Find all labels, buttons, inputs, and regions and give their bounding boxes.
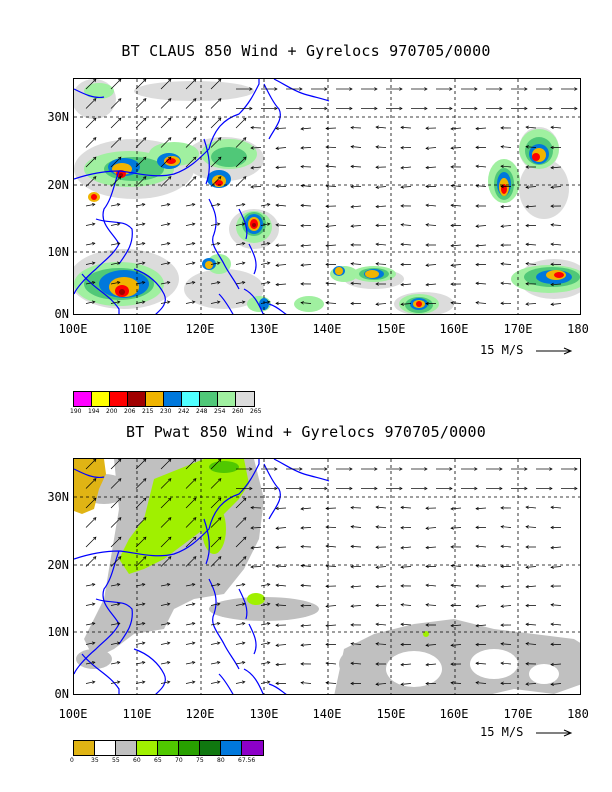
colorbar-tick-label: 200 [106,408,118,415]
panel2-lat-label-10n: 10N [47,625,69,639]
panel2-lon-label-120e: 120E [185,707,215,721]
panel1-colorbar [73,391,255,407]
panel1-lon-label-160e: 160E [439,322,469,336]
colorbar-swatch [74,741,95,755]
panel2-map-svg [74,459,580,694]
panel1-map-svg [74,79,580,314]
panel1-lon-label-180: 180 [567,322,589,336]
colorbar-swatch [242,741,263,755]
colorbar-swatch [182,392,200,406]
colorbar-swatch [200,392,218,406]
colorbar-swatch [116,741,137,755]
panel1-reference-vector-label: 15 M/S [480,343,524,357]
panel2-wind-vectors [85,459,578,686]
colorbar-swatch [164,392,182,406]
panel1-lon-label-110e: 110E [122,322,152,336]
colorbar-tick-label: 67.56 [238,757,256,764]
panel1-lat-label-0n: 0N [54,307,69,321]
panel2-green-field [209,461,239,473]
panel2-lightgreen-field [119,459,429,637]
colorbar-swatch [236,392,254,406]
colorbar-tick-label: 230 [160,408,172,415]
colorbar-tick-label: 60 [133,757,141,764]
panel1-lat-label-20n: 20N [47,178,69,192]
colorbar-tick-label: 55 [112,757,120,764]
colorbar-tick-label: 194 [88,408,100,415]
colorbar-tick-label: 80 [217,757,225,764]
panel1-lat-label-30n: 30N [47,110,69,124]
panel1-title: BT CLAUS 850 Wind + Gyrelocs 970705/0000 [121,42,491,60]
panel2-colorbar [73,740,264,756]
panel1-lat-label-10n: 10N [47,245,69,259]
panel2-lat-label-0n: 0N [54,687,69,701]
colorbar-tick-label: 65 [154,757,162,764]
panel2-lat-label-20n: 20N [47,558,69,572]
panel2-clear-holes [386,649,559,687]
panel2-lon-label-110e: 110E [122,707,152,721]
colorbar-swatch [74,392,92,406]
colorbar-tick-label: 190 [70,408,82,415]
colorbar-tick-label: 206 [124,408,136,415]
panel2-lon-label-160e: 160E [439,707,469,721]
colorbar-swatch [128,392,146,406]
colorbar-tick-label: 248 [196,408,208,415]
colorbar-tick-label: 35 [91,757,99,764]
colorbar-swatch [110,392,128,406]
colorbar-swatch [221,741,242,755]
panel2-lon-label-150e: 150E [376,707,406,721]
colorbar-tick-label: 215 [142,408,154,415]
colorbar-swatch [179,741,200,755]
panel1-lon-label-170e: 170E [503,322,533,336]
panel2-lon-label-170e: 170E [503,707,533,721]
panel1-lon-label-100e: 100E [58,322,88,336]
colorbar-swatch [218,392,236,406]
colorbar-tick-label: 242 [178,408,190,415]
panel2-lat-label-30n: 30N [47,490,69,504]
panel1-reference-vector-arrow-icon [536,347,573,355]
colorbar-tick-label: 254 [214,408,226,415]
colorbar-tick-label: 260 [232,408,244,415]
panel1-lon-label-130e: 130E [249,322,279,336]
panel2-reference-vector-label: 15 M/S [480,725,524,739]
panel1-lon-label-150e: 150E [376,322,406,336]
colorbar-swatch [200,741,221,755]
colorbar-swatch [92,392,110,406]
colorbar-swatch [137,741,158,755]
panel2-title: BT Pwat 850 Wind + Gyrelocs 970705/0000 [126,423,486,441]
colorbar-tick-label: 265 [250,408,262,415]
panel1-wind-vectors [85,79,578,306]
colorbar-tick-label: 75 [196,757,204,764]
panel2-lon-label-100e: 100E [58,707,88,721]
panel1-map [73,78,581,315]
colorbar-tick-label: 70 [175,757,183,764]
colorbar-swatch [146,392,164,406]
panel2-lon-label-180: 180 [567,707,589,721]
panel2-lon-label-140e: 140E [312,707,342,721]
panel2-map [73,458,581,695]
colorbar-tick-label: 0 [70,757,74,764]
colorbar-swatch [158,741,179,755]
panel1-lon-label-120e: 120E [185,322,215,336]
colorbar-swatch [95,741,116,755]
panel1-lon-label-140e: 140E [312,322,342,336]
panel1-darkred-cells [119,173,256,295]
panel2-lon-label-130e: 130E [249,707,279,721]
panel2-reference-vector-arrow-icon [536,729,573,737]
